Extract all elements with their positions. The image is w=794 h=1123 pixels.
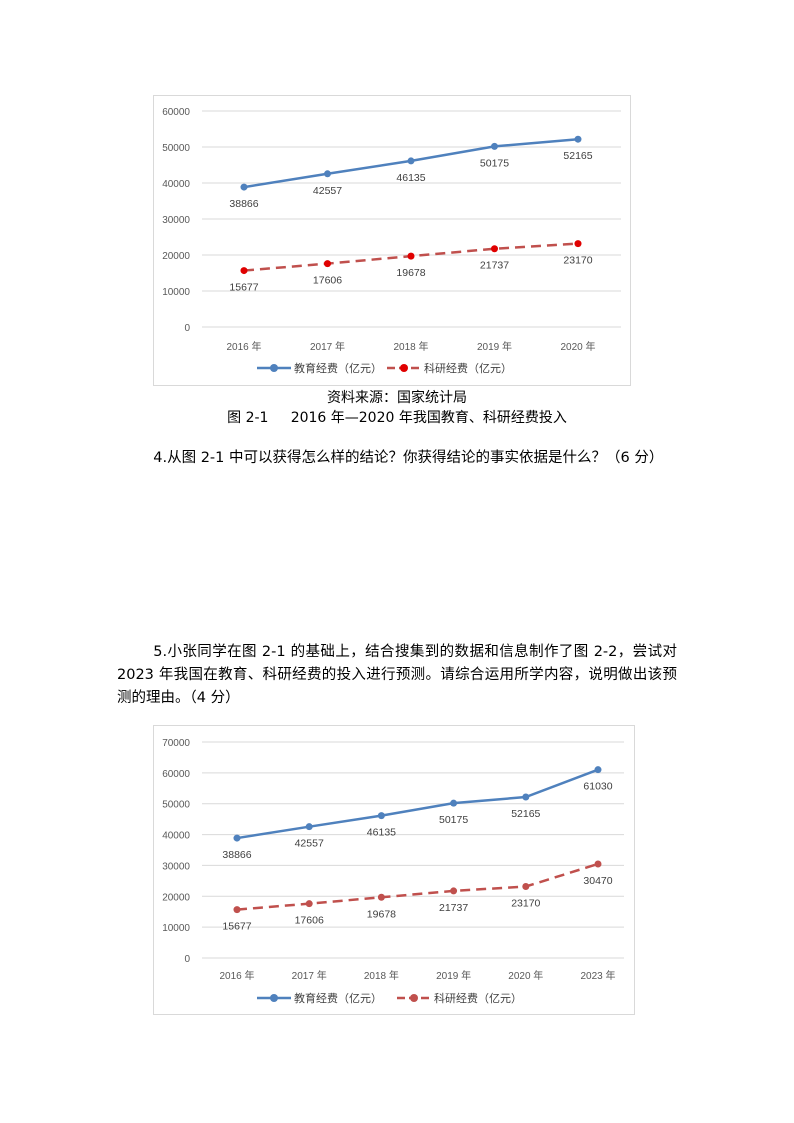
y-tick-label: 0 <box>184 323 190 334</box>
y-tick-label: 30000 <box>162 215 190 226</box>
data-label: 15677 <box>229 282 258 294</box>
data-point <box>450 799 458 807</box>
series-line <box>236 862 599 911</box>
data-point <box>233 906 241 914</box>
x-tick-label: 2020 年 <box>560 340 595 353</box>
data-point <box>407 157 415 165</box>
x-tick-label: 2017 年 <box>310 340 345 353</box>
y-tick-label: 20000 <box>162 251 190 262</box>
question-5: 5.小张同学在图 2-1 的基础上，结合搜集到的数据和信息制作了图 2-2，尝试… <box>117 644 677 706</box>
chart-figure-2-1: 0 10000 20000 30000 40000 50000 60000 2016 年 201… <box>153 95 631 386</box>
data-point <box>594 860 602 868</box>
data-point <box>305 900 313 908</box>
chart-svg: 0 10000 20000 30000 40000 50000 60000 2016 年 201… <box>162 107 621 375</box>
data-point <box>240 183 248 191</box>
data-point <box>522 793 530 801</box>
data-point <box>240 267 248 275</box>
y-tick-label: 60000 <box>162 769 190 780</box>
data-label: 46135 <box>396 172 425 184</box>
data-point <box>407 252 415 260</box>
figure-caption: 图 2-1 2016 年—2020 年我国教育、科研经费投入 <box>227 410 567 426</box>
legend-label: 教育经费（亿元） <box>294 991 382 1005</box>
data-point <box>305 823 313 831</box>
data-label: 21737 <box>439 902 468 914</box>
data-label: 61030 <box>583 781 612 793</box>
data-label: 50175 <box>439 814 468 826</box>
data-point <box>377 812 385 820</box>
question-4: 4.从图 2-1 中可以获得怎么样的结论？你获得结论的事实依据是什么？（6 分） <box>153 450 664 466</box>
data-label: 23170 <box>563 255 592 267</box>
data-label: 17606 <box>313 275 342 287</box>
data-point <box>377 893 385 901</box>
legend-marker <box>400 364 408 372</box>
data-label: 42557 <box>295 838 324 850</box>
data-label: 19678 <box>367 908 396 920</box>
x-tick-label: 2018 年 <box>364 969 399 982</box>
series-line <box>236 768 599 840</box>
y-tick-label: 0 <box>184 954 190 965</box>
legend-marker <box>270 364 278 372</box>
chart-svg: 0 10000 20000 30000 40000 50000 60000 70000 2016… <box>162 738 624 1005</box>
data-point <box>522 883 530 891</box>
data-point <box>233 834 241 842</box>
data-label: 38866 <box>222 849 251 861</box>
data-label: 50175 <box>480 157 509 169</box>
y-tick-label: 20000 <box>162 892 190 903</box>
data-label: 23170 <box>511 898 540 910</box>
data-label: 30470 <box>583 875 612 887</box>
data-point <box>574 135 582 143</box>
y-tick-label: 50000 <box>162 143 190 154</box>
legend-marker <box>410 994 418 1002</box>
y-tick-label: 40000 <box>162 831 190 842</box>
data-label: 46135 <box>367 827 396 839</box>
data-label: 52165 <box>511 808 540 820</box>
data-label: 21737 <box>480 260 509 272</box>
y-tick-label: 70000 <box>162 738 190 749</box>
data-label: 17606 <box>295 915 324 927</box>
x-tick-label: 2016 年 <box>226 340 261 353</box>
y-tick-label: 10000 <box>162 287 190 298</box>
data-point <box>450 887 458 895</box>
data-point <box>324 170 331 178</box>
x-tick-label: 2018 年 <box>393 340 428 353</box>
y-tick-label: 10000 <box>162 923 190 934</box>
data-label: 15677 <box>222 921 251 933</box>
y-tick-label: 60000 <box>162 107 190 118</box>
data-point <box>491 245 498 253</box>
data-point <box>491 142 498 150</box>
data-label: 38866 <box>229 198 258 210</box>
data-label: 52165 <box>563 150 592 162</box>
y-tick-label: 50000 <box>162 800 190 811</box>
x-tick-label: 2016 年 <box>219 969 254 982</box>
data-point <box>324 260 331 268</box>
x-tick-label: 2017 年 <box>292 969 327 982</box>
y-tick-label: 40000 <box>162 179 190 190</box>
legend-marker <box>270 994 278 1002</box>
legend-label: 科研经费（亿元） <box>424 361 512 375</box>
data-label: 42557 <box>313 185 342 197</box>
x-tick-label: 2023 年 <box>580 969 615 982</box>
figure-source: 资料来源：国家统计局 <box>327 390 467 406</box>
legend-label: 科研经费（亿元） <box>434 991 522 1005</box>
legend-label: 教育经费（亿元） <box>294 361 382 375</box>
x-tick-label: 2020 年 <box>508 969 543 982</box>
data-point <box>574 240 582 248</box>
x-tick-label: 2019 年 <box>436 969 471 982</box>
y-tick-label: 30000 <box>162 861 190 872</box>
chart-figure-2-2: 0 10000 20000 30000 40000 50000 60000 70000 2016… <box>153 725 635 1015</box>
data-point <box>594 766 602 774</box>
data-label: 19678 <box>396 267 425 279</box>
x-tick-label: 2019 年 <box>477 340 512 353</box>
